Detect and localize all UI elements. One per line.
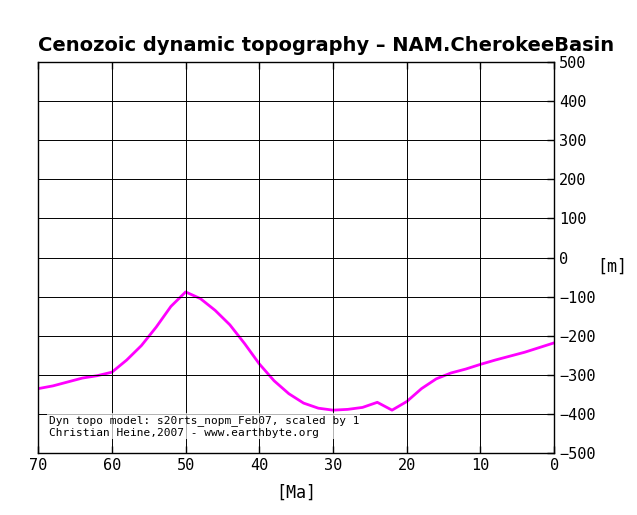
Text: Cenozoic dynamic topography – NAM.CherokeeBasin: Cenozoic dynamic topography – NAM.Cherok…: [38, 36, 614, 55]
Text: Dyn topo model: s20rts_nopm_Feb07, scaled by 1
Christian Heine,2007 - www.earthb: Dyn topo model: s20rts_nopm_Feb07, scale…: [48, 415, 359, 438]
Y-axis label: [m]: [m]: [598, 258, 627, 276]
X-axis label: [Ma]: [Ma]: [276, 484, 316, 502]
